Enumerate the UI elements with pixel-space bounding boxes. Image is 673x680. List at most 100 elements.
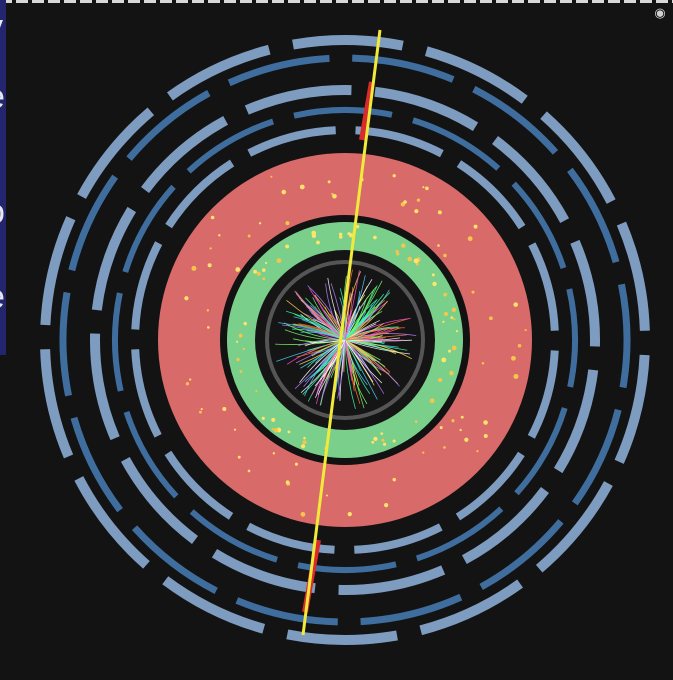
energy-deposit (422, 451, 425, 454)
energy-deposit (300, 511, 306, 517)
energy-deposit (453, 318, 456, 321)
energy-deposit (247, 469, 251, 473)
energy-deposit (371, 440, 375, 444)
energy-deposit (396, 252, 400, 256)
muon-chamber-segment (165, 159, 235, 229)
energy-deposit (207, 326, 210, 329)
muon-chamber-segment (131, 525, 218, 594)
energy-deposit (483, 434, 488, 438)
inner-track (344, 280, 383, 341)
energy-deposit (401, 243, 406, 248)
energy-deposit (441, 357, 447, 363)
energy-deposit (302, 440, 307, 445)
energy-deposit (243, 321, 247, 326)
energy-deposit (347, 511, 352, 517)
energy-deposit (276, 258, 282, 264)
muon-chamber-segment (164, 450, 234, 520)
muon-chamber-segment (424, 46, 528, 104)
energy-deposit (303, 436, 306, 440)
energy-deposit (261, 268, 266, 272)
muon-chamber-segment (131, 241, 163, 330)
energy-deposit (395, 249, 399, 254)
muon-chamber-segment (616, 221, 650, 331)
eye-icon: ◉ (654, 5, 666, 20)
inner-track (338, 339, 346, 400)
energy-deposit (437, 244, 440, 247)
muon-chamber-segment (120, 456, 198, 544)
energy-deposit (218, 234, 221, 237)
energy-deposit (460, 415, 464, 419)
energy-deposit (524, 328, 527, 332)
inner-track (344, 339, 356, 409)
energy-deposit (382, 442, 387, 446)
energy-deposit (513, 302, 518, 307)
muon-chamber-segment (479, 519, 564, 591)
inner-track (315, 339, 346, 354)
muon-track (301, 29, 382, 636)
inner-track (344, 300, 388, 341)
inner-track (344, 339, 353, 372)
muon-chamber-segment (235, 597, 338, 626)
energy-deposit (273, 428, 279, 433)
muon-chamber-segment (141, 115, 229, 193)
energy-deposit (287, 430, 291, 434)
energy-deposit (455, 330, 459, 333)
energy-deposit (199, 410, 202, 414)
energy-deposit (233, 428, 237, 431)
inner-track (344, 339, 411, 355)
muon-chamber-segment (112, 292, 124, 392)
energy-deposit (206, 309, 210, 312)
energy-deposit (439, 426, 443, 430)
muon-chamber-segment (540, 111, 616, 204)
energy-deposit (473, 224, 478, 229)
muon-chamber-segment (70, 416, 123, 513)
energy-deposit (242, 347, 245, 351)
energy-deposit (281, 189, 287, 195)
muon-chamber-segment (126, 89, 211, 161)
energy-deposit (450, 316, 454, 319)
inner-track (325, 339, 346, 372)
muon-chamber-segment (211, 548, 316, 594)
energy-deposit (185, 382, 190, 386)
energy-deposit (272, 452, 275, 455)
energy-deposit (272, 419, 275, 423)
muon-chamber-segment (535, 481, 613, 573)
muon-chamber-segment (166, 44, 271, 101)
energy-deposit (483, 420, 488, 425)
muon-chamber-segment (123, 410, 179, 499)
energy-deposit (407, 256, 412, 262)
muon-chamber-segment (68, 174, 119, 272)
energy-deposit (438, 378, 443, 383)
slide-letter: y (0, 10, 3, 44)
muon-chamber-segment (59, 291, 72, 397)
energy-deposit (237, 455, 241, 459)
muon-chamber-segment (553, 369, 599, 474)
energy-deposit (285, 244, 290, 249)
energy-deposit (459, 428, 462, 432)
inner-track (337, 339, 346, 399)
energy-deposit (294, 462, 298, 466)
inner-track (344, 327, 405, 341)
muon-chamber-segment (90, 333, 120, 441)
energy-deposit (235, 340, 239, 343)
energy-deposit (442, 320, 445, 324)
energy-deposit (200, 408, 203, 411)
energy-deposit (316, 240, 320, 245)
energy-deposit (414, 420, 418, 423)
energy-deposit (422, 186, 425, 189)
muon-chamber-segment (360, 593, 463, 626)
energy-deposit (265, 261, 268, 265)
energy-deposit (432, 281, 437, 287)
slide-letter: e (0, 280, 5, 314)
energy-deposit (425, 186, 429, 191)
muon-chamber-segment (567, 167, 620, 264)
energy-deposit (209, 247, 212, 250)
muon-chamber-segment (528, 242, 559, 331)
muon-chamber-segment (461, 487, 549, 565)
energy-deposit (270, 175, 273, 178)
slide-letter: o (0, 195, 5, 229)
energy-deposit (481, 362, 485, 365)
energy-deposit (392, 174, 396, 178)
